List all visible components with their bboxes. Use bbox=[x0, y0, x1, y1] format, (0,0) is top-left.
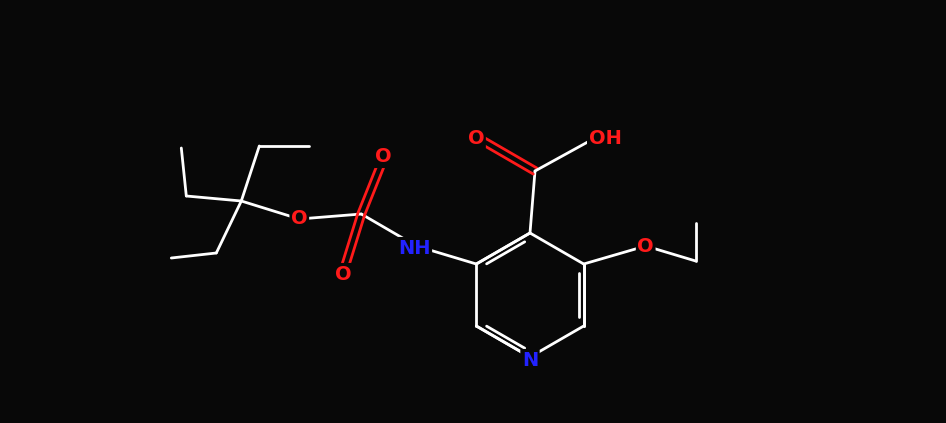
Text: O: O bbox=[638, 236, 654, 255]
Text: O: O bbox=[375, 148, 392, 167]
Text: OH: OH bbox=[588, 129, 622, 148]
Text: O: O bbox=[335, 264, 352, 283]
Text: NH: NH bbox=[398, 239, 430, 258]
Text: O: O bbox=[467, 129, 484, 148]
Text: N: N bbox=[522, 351, 538, 370]
Text: O: O bbox=[291, 209, 307, 228]
